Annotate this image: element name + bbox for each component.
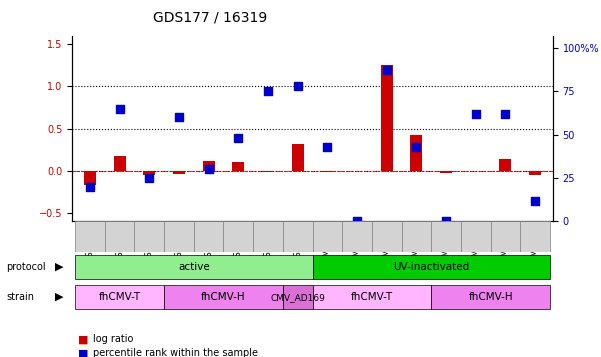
Point (144, 175, 154, 181)
Text: fhCMV-T: fhCMV-T (351, 292, 393, 302)
Text: percentile rank within the sample: percentile rank within the sample (93, 348, 258, 357)
Point (115, 106, 124, 111)
Point (441, 218, 451, 224)
Text: fhCMV-H: fhCMV-H (468, 292, 513, 302)
FancyBboxPatch shape (313, 285, 432, 309)
Text: GDS177 / 16319: GDS177 / 16319 (153, 11, 267, 25)
FancyBboxPatch shape (75, 221, 105, 252)
FancyBboxPatch shape (461, 221, 490, 252)
Text: log ratio: log ratio (93, 334, 133, 344)
Text: UV-inactivated: UV-inactivated (393, 262, 469, 272)
Bar (233, 162, 244, 171)
Bar (173, 171, 185, 174)
Bar (381, 65, 392, 171)
FancyBboxPatch shape (224, 221, 253, 252)
Bar (144, 171, 155, 175)
Text: CMV_AD169: CMV_AD169 (270, 293, 325, 302)
Text: fhCMV-H: fhCMV-H (201, 292, 246, 302)
FancyBboxPatch shape (283, 221, 313, 252)
FancyBboxPatch shape (313, 255, 550, 279)
Point (352, 218, 362, 224)
Point (501, 111, 510, 117)
FancyBboxPatch shape (432, 221, 461, 252)
Bar (291, 144, 304, 171)
FancyBboxPatch shape (401, 221, 432, 252)
FancyBboxPatch shape (164, 221, 194, 252)
Bar (440, 171, 452, 173)
Point (293, 83, 302, 89)
Point (174, 114, 184, 120)
Point (323, 144, 332, 150)
Point (530, 198, 540, 203)
FancyBboxPatch shape (342, 221, 372, 252)
Point (263, 89, 273, 94)
Text: fhCMV-T: fhCMV-T (99, 292, 141, 302)
Bar (499, 159, 511, 171)
Point (234, 135, 243, 141)
FancyBboxPatch shape (105, 221, 135, 252)
FancyBboxPatch shape (75, 255, 313, 279)
Bar (322, 171, 334, 172)
FancyBboxPatch shape (194, 221, 224, 252)
FancyBboxPatch shape (75, 285, 164, 309)
Text: ▶: ▶ (55, 292, 63, 302)
FancyBboxPatch shape (283, 285, 313, 309)
Text: ■: ■ (78, 348, 88, 357)
Text: active: active (178, 262, 210, 272)
FancyBboxPatch shape (490, 221, 520, 252)
Text: ■: ■ (78, 334, 88, 344)
FancyBboxPatch shape (313, 221, 342, 252)
Bar (262, 171, 274, 172)
Point (471, 111, 481, 117)
Bar (203, 161, 215, 171)
Text: strain: strain (6, 292, 34, 302)
FancyBboxPatch shape (372, 221, 401, 252)
Bar (410, 135, 423, 171)
FancyBboxPatch shape (432, 285, 550, 309)
Text: protocol: protocol (6, 262, 46, 272)
Point (412, 144, 421, 150)
FancyBboxPatch shape (164, 285, 283, 309)
Point (204, 166, 213, 172)
FancyBboxPatch shape (135, 221, 164, 252)
FancyBboxPatch shape (520, 221, 550, 252)
Bar (529, 171, 541, 175)
Bar (114, 156, 126, 171)
FancyBboxPatch shape (253, 221, 283, 252)
Text: ▶: ▶ (55, 262, 63, 272)
Point (382, 67, 391, 73)
Point (85, 184, 95, 190)
Bar (84, 171, 96, 185)
